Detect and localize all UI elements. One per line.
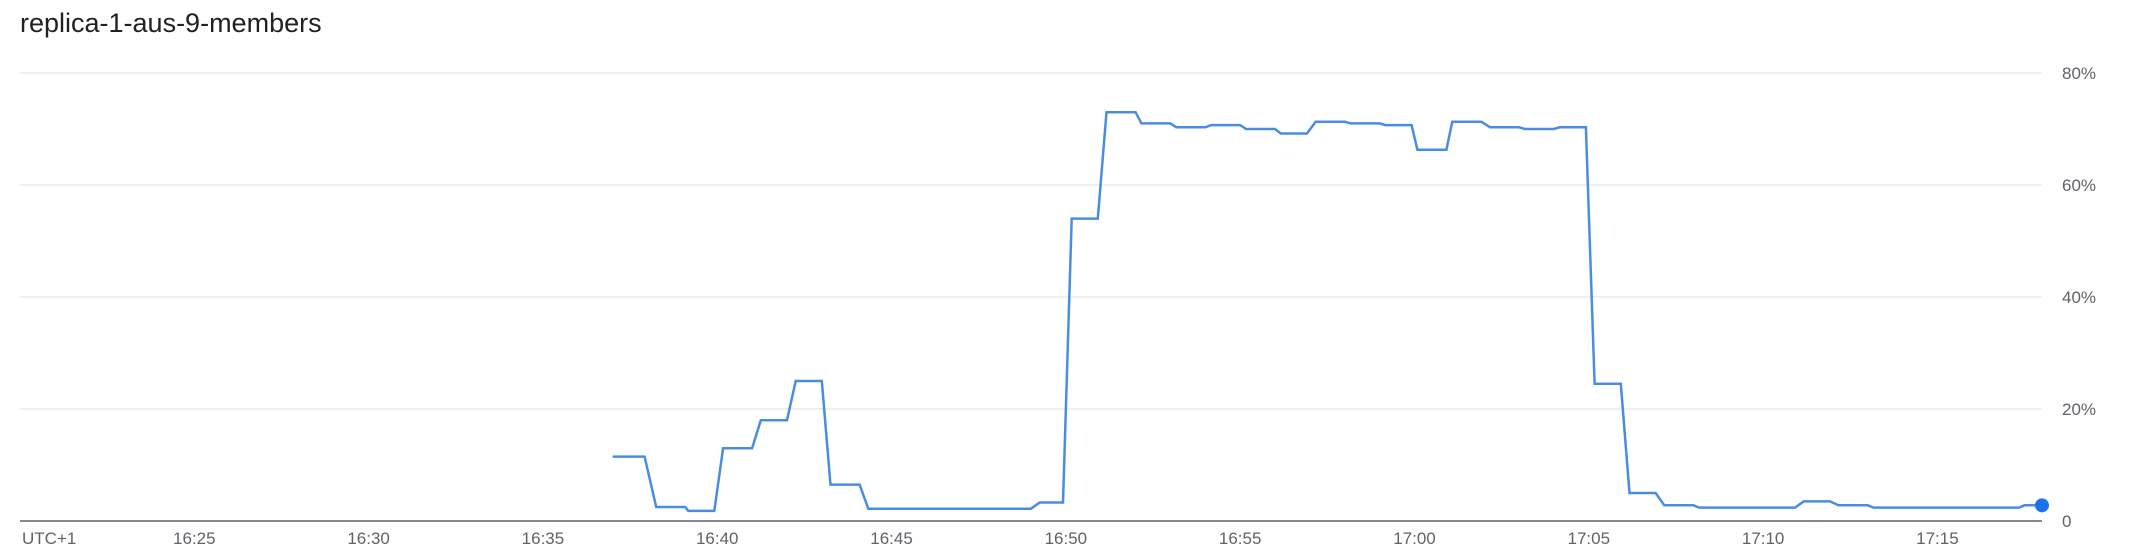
y-tick-label: 20%: [2062, 400, 2096, 419]
series-line: [612, 110, 2042, 513]
timezone-label: UTC+1: [22, 529, 76, 548]
y-tick-label: 0: [2062, 512, 2071, 531]
x-tick-label: 16:35: [522, 529, 565, 548]
y-tick-label: 80%: [2062, 64, 2096, 83]
x-tick-label: 16:50: [1045, 529, 1088, 548]
last-point-marker: [2035, 498, 2049, 513]
x-tick-label: 16:40: [696, 529, 739, 548]
x-tick-label: 16:55: [1219, 529, 1262, 548]
x-tick-label: 16:25: [173, 529, 216, 548]
x-tick-label: 17:10: [1742, 529, 1785, 548]
x-tick-label: 17:15: [1916, 529, 1959, 548]
y-tick-label: 60%: [2062, 176, 2096, 195]
x-tick-label: 17:05: [1568, 529, 1611, 548]
x-tick-label: 17:00: [1393, 529, 1436, 548]
chart-title: replica-1-aus-9-members: [20, 8, 322, 38]
x-tick-label: 16:30: [347, 529, 390, 548]
x-tick-label: 16:45: [870, 529, 913, 548]
y-tick-label: 40%: [2062, 288, 2096, 307]
